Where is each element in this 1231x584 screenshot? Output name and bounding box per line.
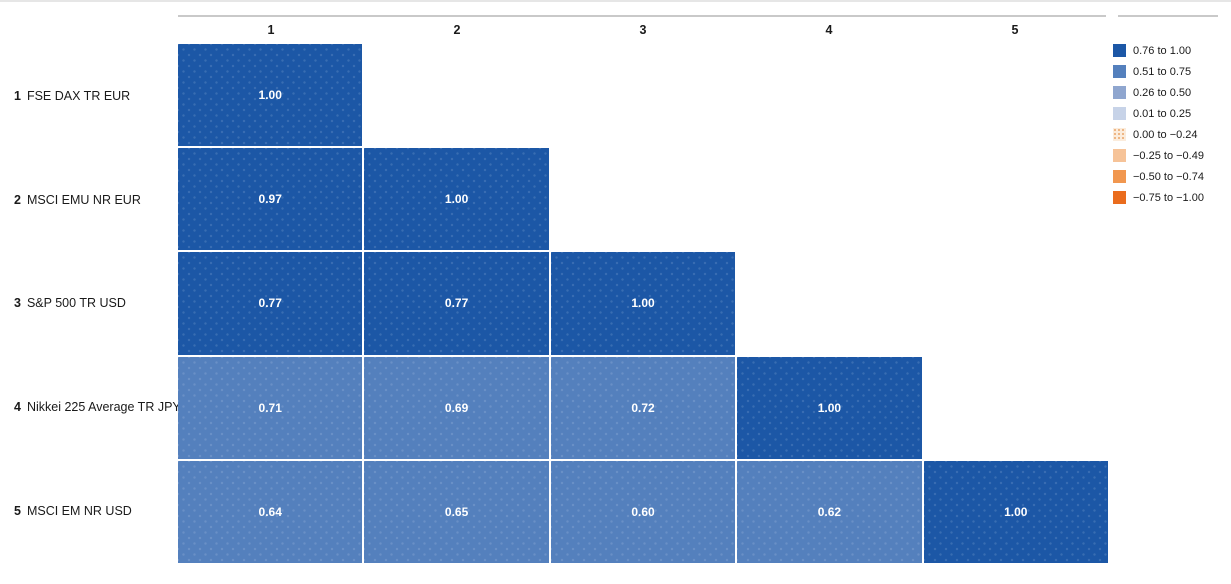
- matrix-cell-r5c1: 0.64: [178, 460, 363, 563]
- cell-value: 0.62: [817, 504, 842, 519]
- legend-swatch-icon: [1113, 170, 1126, 183]
- matrix-cell-r2c2: 1.00: [364, 148, 549, 251]
- legend-label: 0.01 to 0.25: [1133, 107, 1192, 120]
- row-label-column: 1 FSE DAX TR EUR 2 MSCI EMU NR EUR 3 S&P…: [0, 44, 181, 563]
- row-label-4: 4 Nikkei 225 Average TR JPY: [0, 355, 181, 459]
- legend-item-3: 0.26 to 0.50: [1113, 82, 1231, 103]
- legend-label: −0.75 to −1.00: [1133, 191, 1204, 204]
- legend-swatch-icon: [1113, 191, 1126, 204]
- cell-value: 1.00: [444, 192, 469, 207]
- legend-label: 0.00 to −0.24: [1133, 128, 1198, 141]
- cell-value: 1.00: [631, 296, 655, 311]
- legend-item-2: 0.51 to 0.75: [1113, 61, 1231, 82]
- cell-value: 1.00: [258, 88, 282, 103]
- cell-value: 1.00: [1004, 504, 1028, 519]
- row-label-3: 3 S&P 500 TR USD: [0, 252, 181, 356]
- row-number: 5: [14, 504, 21, 519]
- legend-item-1: 0.76 to 1.00: [1113, 40, 1231, 61]
- cell-value: 0.60: [631, 504, 655, 519]
- matrix-cell-r5c4: 0.62: [737, 460, 922, 563]
- legend-swatch-icon: [1113, 149, 1126, 162]
- legend-swatch-icon: [1113, 107, 1126, 120]
- legend-swatch-icon: [1113, 65, 1126, 78]
- row-number: 4: [14, 400, 21, 415]
- column-header-5: 5: [1011, 23, 1019, 37]
- legend-item-6: −0.25 to −0.49: [1113, 145, 1231, 166]
- cell-value: 0.65: [444, 504, 469, 519]
- legend-label: 0.76 to 1.00: [1133, 44, 1192, 57]
- cell-value: 1.00: [817, 400, 842, 415]
- row-label-5: 5 MSCI EM NR USD: [0, 459, 181, 563]
- legend-label: −0.50 to −0.74: [1133, 170, 1204, 183]
- legend-axis-line: [1118, 15, 1218, 17]
- matrix-axis-line: [178, 15, 1106, 17]
- row-number: 2: [14, 192, 21, 207]
- column-header-4: 4: [825, 23, 833, 37]
- matrix-cell-r5c3: 0.60: [550, 460, 736, 563]
- column-header-3: 3: [639, 23, 647, 37]
- matrix-cell-r3c2: 0.77: [364, 252, 549, 355]
- correlation-legend: 0.76 to 1.00 0.51 to 0.75 0.26 to 0.50 0…: [1113, 40, 1231, 208]
- legend-label: 0.51 to 0.75: [1133, 65, 1192, 78]
- legend-item-4: 0.01 to 0.25: [1113, 103, 1231, 124]
- legend-label: −0.25 to −0.49: [1133, 149, 1204, 162]
- row-number: 3: [14, 296, 21, 311]
- row-name: FSE DAX TR EUR: [26, 88, 131, 103]
- column-header-2: 2: [453, 23, 461, 37]
- legend-swatch-icon: [1113, 86, 1126, 99]
- legend-item-5: 0.00 to −0.24: [1113, 124, 1231, 145]
- cell-value: 0.69: [444, 400, 469, 415]
- legend-item-7: −0.50 to −0.74: [1113, 166, 1231, 187]
- row-name: Nikkei 225 Average TR JPY: [26, 400, 181, 415]
- row-label-1: 1 FSE DAX TR EUR: [0, 44, 181, 148]
- legend-swatch-icon: [1113, 128, 1126, 141]
- row-number: 1: [14, 88, 21, 103]
- row-name: MSCI EM NR USD: [26, 504, 132, 519]
- cell-value: 0.77: [258, 296, 282, 311]
- cell-value: 0.72: [631, 400, 655, 415]
- matrix-cell-r5c2: 0.65: [364, 460, 549, 563]
- cell-value: 0.64: [258, 504, 282, 519]
- matrix-cell-r4c2: 0.69: [364, 356, 549, 459]
- panel-top-border: [0, 0, 1231, 2]
- matrix-cell-r1c1: 1.00: [178, 44, 363, 147]
- correlation-matrix-grid: 1.00 0.97 1.00 0.77 0.77 1.00 0.71 0.69 …: [178, 44, 1108, 563]
- cell-value: 0.77: [444, 296, 469, 311]
- legend-label: 0.26 to 0.50: [1133, 86, 1192, 99]
- matrix-cell-r4c1: 0.71: [178, 356, 363, 459]
- legend-swatch-icon: [1113, 44, 1126, 57]
- matrix-cell-r3c3: 1.00: [550, 252, 736, 355]
- matrix-cell-r4c3: 0.72: [550, 356, 736, 459]
- row-label-2: 2 MSCI EMU NR EUR: [0, 148, 181, 252]
- column-header-1: 1: [267, 23, 275, 37]
- matrix-cell-r5c5: 1.00: [923, 460, 1108, 563]
- matrix-cell-r2c1: 0.97: [178, 148, 363, 251]
- matrix-cell-r4c4: 1.00: [737, 356, 922, 459]
- row-name: S&P 500 TR USD: [26, 296, 126, 311]
- row-name: MSCI EMU NR EUR: [26, 192, 141, 207]
- cell-value: 0.97: [258, 192, 282, 207]
- legend-item-8: −0.75 to −1.00: [1113, 187, 1231, 208]
- column-header-row: 1 2 3 4 5: [178, 22, 1108, 38]
- matrix-cell-r3c1: 0.77: [178, 252, 363, 355]
- cell-value: 0.71: [258, 400, 282, 415]
